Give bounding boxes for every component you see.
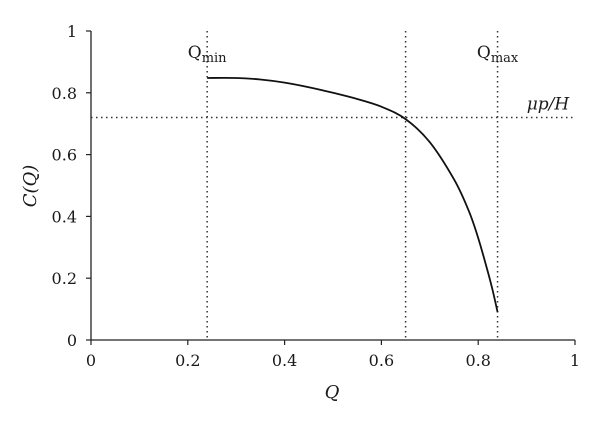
x-tick-label: 0.4 xyxy=(272,351,297,370)
x-tick-label: 0.2 xyxy=(175,351,200,370)
y-tick-label: 0.8 xyxy=(52,84,77,103)
y-tick-label: 0.2 xyxy=(52,269,77,288)
y-tick-label: 1 xyxy=(67,22,77,41)
x-ticks: 0 0.2 0.4 0.6 0.8 1 xyxy=(86,340,580,370)
annotation-mu-p-over-h: μp/H xyxy=(527,95,571,115)
x-tick-label: 0.6 xyxy=(369,351,394,370)
reference-lines xyxy=(91,31,575,340)
annotation-q-max: Qmax xyxy=(477,43,519,66)
plot-area: 0 0.2 0.4 0.6 0.8 1 0 0.2 0.4 0.6 0.8 1 Qmin Qmax μp… xyxy=(52,22,581,370)
y-ticks: 0 0.2 0.4 0.6 0.8 1 xyxy=(52,22,91,350)
y-tick-label: 0.6 xyxy=(52,146,77,165)
annotation-q-min: Qmin xyxy=(188,43,227,66)
y-axis-label: C(Q) xyxy=(20,165,41,208)
y-tick-label: 0.4 xyxy=(52,207,77,226)
y-tick-label: 0 xyxy=(67,331,77,350)
x-axis-label: Q xyxy=(325,382,340,403)
x-tick-label: 0 xyxy=(86,351,96,370)
series-line xyxy=(207,76,499,313)
annotations: Qmin Qmax μp/H xyxy=(188,43,571,115)
x-tick-label: 1 xyxy=(570,351,580,370)
x-tick-label: 0.8 xyxy=(465,351,490,370)
